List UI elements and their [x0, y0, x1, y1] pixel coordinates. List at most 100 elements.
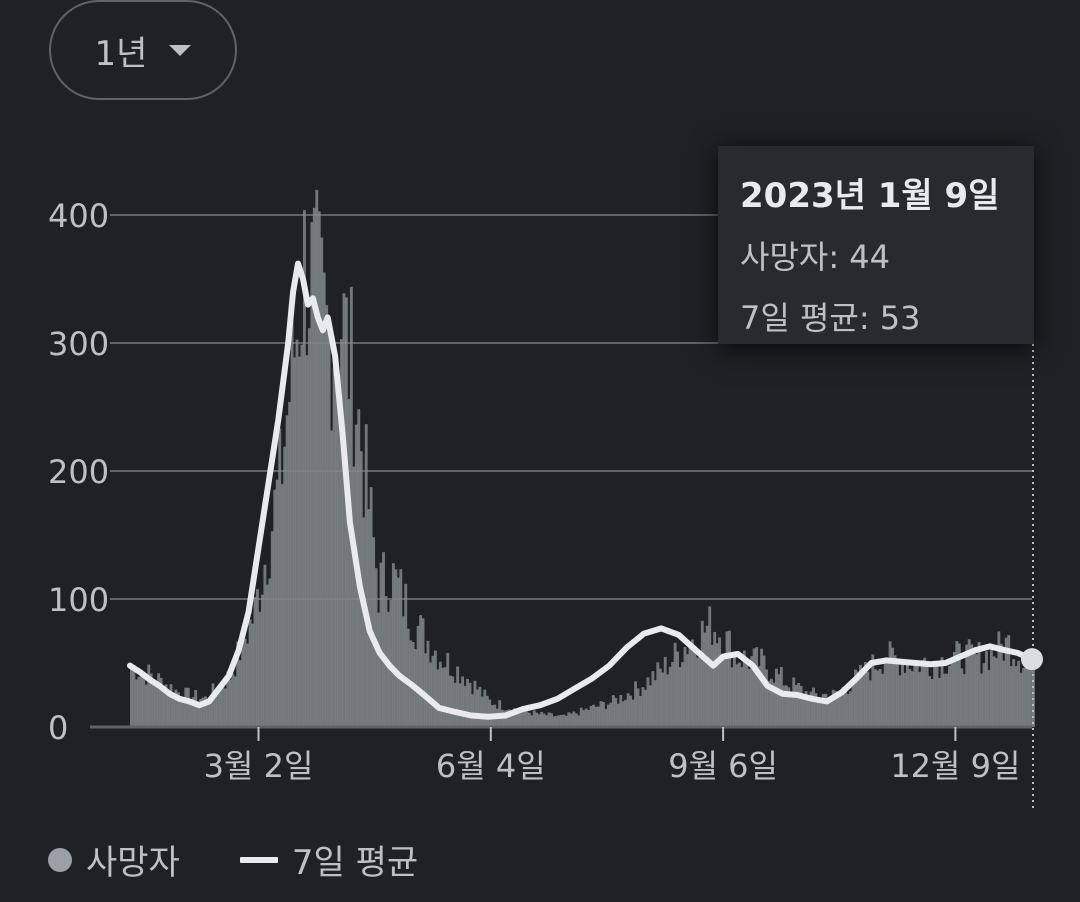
death-bar: [710, 644, 714, 727]
y-tick-label: 100: [48, 581, 109, 619]
death-bar: [787, 687, 791, 727]
death-bar: [307, 328, 311, 727]
death-bar: [221, 686, 225, 727]
death-bar: [206, 699, 210, 727]
death-bar: [592, 704, 595, 727]
death-bar: [550, 713, 553, 727]
death-bar: [653, 680, 657, 727]
death-bar: [377, 612, 380, 727]
death-bar: [606, 704, 610, 727]
death-bar: [557, 715, 561, 727]
death-bar: [424, 653, 427, 727]
death-bar: [960, 668, 964, 727]
death-bar: [448, 675, 452, 727]
death-bar: [730, 667, 734, 727]
death-bar: [777, 674, 781, 727]
death-bar: [910, 671, 914, 727]
death-bar: [172, 695, 175, 727]
death-bar: [231, 673, 235, 727]
death-bar: [1014, 666, 1018, 727]
death-bar: [458, 683, 462, 727]
death-bar: [216, 692, 220, 727]
y-tick-label: 200: [48, 453, 109, 491]
death-bar: [668, 666, 672, 727]
death-bar: [943, 673, 946, 727]
death-bar: [938, 677, 941, 727]
death-bar: [792, 677, 796, 727]
death-bar: [767, 680, 771, 727]
death-bar: [772, 682, 776, 727]
death-bar: [705, 625, 709, 727]
death-bar: [562, 714, 566, 727]
death-bar: [732, 651, 736, 727]
death-bar: [658, 668, 662, 727]
death-bar: [466, 678, 469, 727]
death-bar: [290, 307, 294, 727]
death-bar: [750, 656, 754, 727]
death-bar: [579, 707, 583, 727]
death-bar: [1027, 664, 1030, 727]
death-bar: [728, 630, 731, 727]
x-tick-label: 9월 6일: [668, 747, 778, 785]
death-bar: [614, 697, 618, 727]
death-bar: [540, 711, 544, 727]
death-bar: [226, 671, 230, 727]
death-bar: [834, 691, 838, 727]
death-bar: [631, 699, 635, 727]
death-bar: [468, 682, 472, 727]
death-bar: [725, 631, 729, 727]
death-bar: [945, 673, 949, 727]
death-bar: [164, 684, 168, 727]
death-bar: [683, 646, 687, 727]
death-bar: [962, 674, 966, 727]
death-bar: [849, 691, 852, 727]
time-range-select[interactable]: 1년: [49, 0, 237, 100]
death-bar: [690, 639, 694, 727]
death-bar: [273, 489, 277, 727]
death-bar: [525, 711, 529, 727]
death-bar: [666, 674, 670, 727]
death-bar: [644, 689, 647, 727]
legend-item-avg: 7일 평균: [180, 835, 418, 884]
death-bar: [485, 695, 489, 727]
death-bar: [826, 701, 830, 727]
death-bar: [480, 696, 484, 727]
tooltip-deaths: 사망자: 44: [740, 238, 890, 276]
death-bar: [817, 697, 820, 727]
death-bar: [886, 662, 890, 727]
death-bar: [167, 691, 170, 727]
death-bar: [310, 222, 314, 727]
death-bar: [893, 655, 897, 727]
death-bar: [218, 684, 222, 727]
death-bar: [567, 712, 571, 727]
death-bar: [399, 569, 403, 727]
y-tick-label: 0: [48, 709, 68, 747]
death-bar: [238, 660, 242, 727]
death-bar: [836, 692, 840, 727]
death-bar: [508, 709, 511, 727]
death-bar: [139, 672, 143, 727]
death-bar: [209, 699, 212, 727]
death-bar: [693, 645, 697, 727]
death-bar: [253, 596, 257, 727]
death-bar: [903, 672, 907, 727]
death-bar: [132, 665, 136, 727]
death-bar: [854, 669, 857, 727]
death-bar: [471, 694, 474, 727]
death-bar: [636, 688, 640, 727]
death-bar: [844, 689, 848, 727]
death-bar: [881, 673, 885, 727]
death-bar: [930, 678, 934, 727]
death-bar: [431, 655, 435, 727]
death-bar: [387, 611, 390, 727]
death-bar: [774, 668, 778, 727]
death-bar: [762, 655, 766, 727]
death-bar: [278, 428, 282, 727]
death-bar: [824, 693, 828, 727]
death-bar: [770, 678, 773, 727]
death-bar: [268, 578, 272, 727]
death-bar: [876, 670, 880, 727]
death-bar: [228, 679, 232, 727]
death-bar: [641, 687, 645, 727]
death-bar: [829, 696, 833, 727]
